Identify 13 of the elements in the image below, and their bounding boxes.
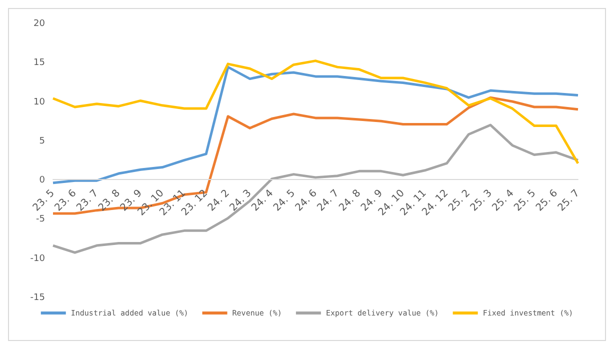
x-tick-label: 25. 7 [556, 188, 582, 214]
line-series [52, 60, 580, 165]
y-tick-label: 0 [39, 176, 46, 186]
y-tick-label: -5 [36, 214, 45, 225]
y-tick-label: 5 [39, 136, 45, 146]
y-tick-label: -15 [30, 293, 45, 303]
y-tick-label: -10 [30, 254, 46, 264]
line-series [52, 66, 580, 184]
y-tick-label: 15 [34, 58, 45, 68]
line-series [52, 124, 580, 254]
y-tick-label: 10 [34, 97, 46, 108]
line-series [52, 96, 580, 215]
y-tick-label: 20 [34, 19, 46, 29]
